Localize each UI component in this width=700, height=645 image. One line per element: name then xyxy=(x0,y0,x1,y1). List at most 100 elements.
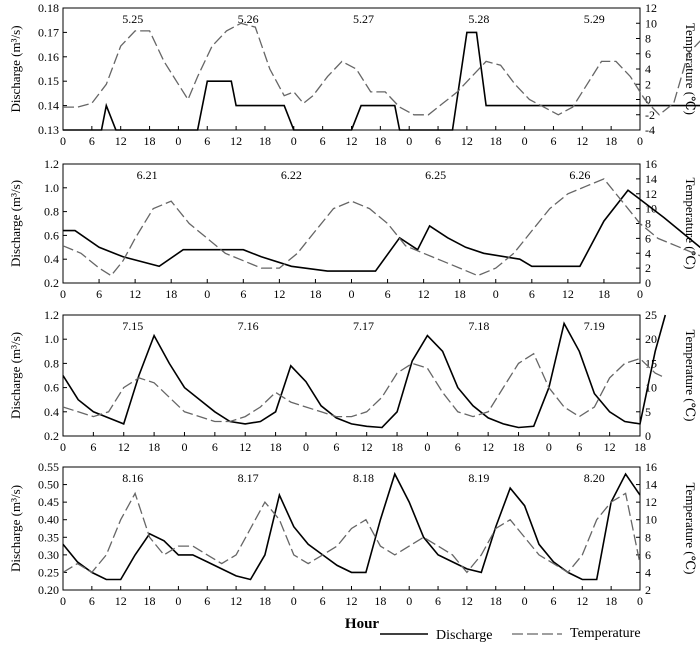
x-tick-label: 18 xyxy=(634,440,646,454)
y-left-tick-label: 0.8 xyxy=(44,205,59,219)
x-tick-label: 12 xyxy=(604,440,616,454)
x-tick-label: 12 xyxy=(576,134,588,148)
y-left-tick-label: 0.45 xyxy=(38,495,59,509)
x-tick-label: 12 xyxy=(273,287,285,301)
x-tick-label: 12 xyxy=(346,594,358,608)
x-tick-label: 18 xyxy=(490,134,502,148)
x-tick-label: 6 xyxy=(320,594,326,608)
x-tick-label: 12 xyxy=(230,594,242,608)
legend: Discharge Temperature xyxy=(380,626,641,643)
x-tick-label: 12 xyxy=(115,594,127,608)
x-tick-label: 12 xyxy=(118,440,130,454)
legend-temperature-label: Temperature xyxy=(570,626,641,641)
panel-3: 0 6 12 18 0 6 12 18 0 6 12 18 0 6 12 18 0 6 12 180.20.40.60… xyxy=(8,308,698,454)
y-right-tick-label: 5 xyxy=(645,405,651,419)
y-right-tick-label: 0 xyxy=(645,429,651,443)
x-tick-label: 0 xyxy=(522,134,528,148)
x-tick-label: 0 xyxy=(637,134,643,148)
y-right-tick-label: -2 xyxy=(645,108,655,122)
temperature-series-line xyxy=(62,491,641,574)
x-tick-label: 0 xyxy=(406,134,412,148)
x-tick-label: 18 xyxy=(391,440,403,454)
x-tick-label: 6 xyxy=(204,594,210,608)
x-tick-label: 0 xyxy=(60,440,66,454)
y-right-tick-label: 16 xyxy=(645,460,657,474)
y-left-tick-label: 0.40 xyxy=(38,513,59,527)
x-tick-label: 0 xyxy=(637,594,643,608)
x-tick-label: 0 xyxy=(349,287,355,301)
day-label: 6.26 xyxy=(569,168,590,182)
y-right-tick-label: 8 xyxy=(645,530,651,544)
y-left-axis-title: Discharge (m³/s) xyxy=(8,180,23,267)
y-left-tick-label: 0.2 xyxy=(44,276,59,290)
day-label: 5.29 xyxy=(584,12,605,26)
y-right-tick-label: 4 xyxy=(645,565,651,579)
y-right-tick-label: 0 xyxy=(645,276,651,290)
y-left-tick-label: 0.17 xyxy=(38,25,59,39)
x-tick-label: 0 xyxy=(546,440,552,454)
x-tick-label: 12 xyxy=(115,134,127,148)
y-left-tick-label: 0.50 xyxy=(38,478,59,492)
x-tick-label: 6 xyxy=(320,134,326,148)
y-left-axis-title: Discharge (m³/s) xyxy=(8,25,23,112)
discharge-series-line xyxy=(63,189,700,272)
x-tick-label: 6 xyxy=(576,440,582,454)
x-tick-label: 18 xyxy=(165,287,177,301)
y-right-axis-title: Temperature (℃) xyxy=(683,330,698,422)
x-tick-label: 0 xyxy=(175,594,181,608)
day-label: 6.21 xyxy=(137,168,158,182)
y-right-tick-label: 12 xyxy=(645,495,657,509)
y-right-axis-title: Temperature (℃) xyxy=(683,23,698,115)
day-label: 8.18 xyxy=(353,471,374,485)
x-tick-label: 0 xyxy=(175,134,181,148)
x-tick-label: 6 xyxy=(435,594,441,608)
x-tick-label: 0 xyxy=(60,134,66,148)
x-tick-label: 6 xyxy=(550,594,556,608)
day-label: 8.20 xyxy=(584,471,605,485)
discharge-series-line xyxy=(62,314,667,429)
y-left-tick-label: 0.6 xyxy=(44,381,59,395)
day-label: 6.22 xyxy=(281,168,302,182)
y-left-tick-label: 0.15 xyxy=(38,74,59,88)
discharge-series-line xyxy=(63,31,700,131)
y-left-axis-title: Discharge (m³/s) xyxy=(8,332,23,419)
x-tick-label: 12 xyxy=(562,287,574,301)
x-tick-label: 18 xyxy=(513,440,525,454)
y-right-tick-label: 8 xyxy=(645,32,651,46)
x-tick-label: 12 xyxy=(576,594,588,608)
x-tick-label: 0 xyxy=(424,440,430,454)
y-left-axis-title: Discharge (m³/s) xyxy=(8,485,23,572)
y-left-tick-label: 0.2 xyxy=(44,429,59,443)
x-tick-label: 0 xyxy=(522,594,528,608)
y-right-axis-title: Temperature (℃) xyxy=(683,178,698,270)
x-tick-label: 6 xyxy=(212,440,218,454)
legend-discharge-label: Discharge xyxy=(436,628,493,643)
x-tick-label: 6 xyxy=(529,287,535,301)
y-right-tick-label: 12 xyxy=(645,187,657,201)
y-right-tick-label: 6 xyxy=(645,231,651,245)
x-tick-label: 0 xyxy=(181,440,187,454)
y-left-tick-label: 1.0 xyxy=(44,181,59,195)
y-left-tick-label: 0.4 xyxy=(44,405,59,419)
x-tick-label: 18 xyxy=(598,287,610,301)
x-tick-label: 6 xyxy=(550,134,556,148)
y-right-tick-label: 2 xyxy=(645,77,651,91)
y-left-tick-label: 0.14 xyxy=(38,99,59,113)
x-tick-label: 6 xyxy=(90,440,96,454)
discharge-series-line xyxy=(62,471,641,581)
x-tick-label: 18 xyxy=(144,134,156,148)
x-tick-label: 12 xyxy=(461,134,473,148)
y-right-tick-label: 14 xyxy=(645,172,657,186)
x-tick-label: 0 xyxy=(291,594,297,608)
y-right-tick-label: 6 xyxy=(645,47,651,61)
x-tick-label: 0 xyxy=(303,440,309,454)
x-tick-label: 6 xyxy=(333,440,339,454)
day-label: 7.16 xyxy=(238,319,259,333)
x-tick-label: 18 xyxy=(490,594,502,608)
y-right-axis-title: Temperature (℃) xyxy=(683,483,698,575)
y-left-tick-label: 0.4 xyxy=(44,252,59,266)
day-label: 5.28 xyxy=(468,12,489,26)
x-tick-label: 0 xyxy=(60,287,66,301)
y-left-tick-label: 0.13 xyxy=(38,123,59,137)
